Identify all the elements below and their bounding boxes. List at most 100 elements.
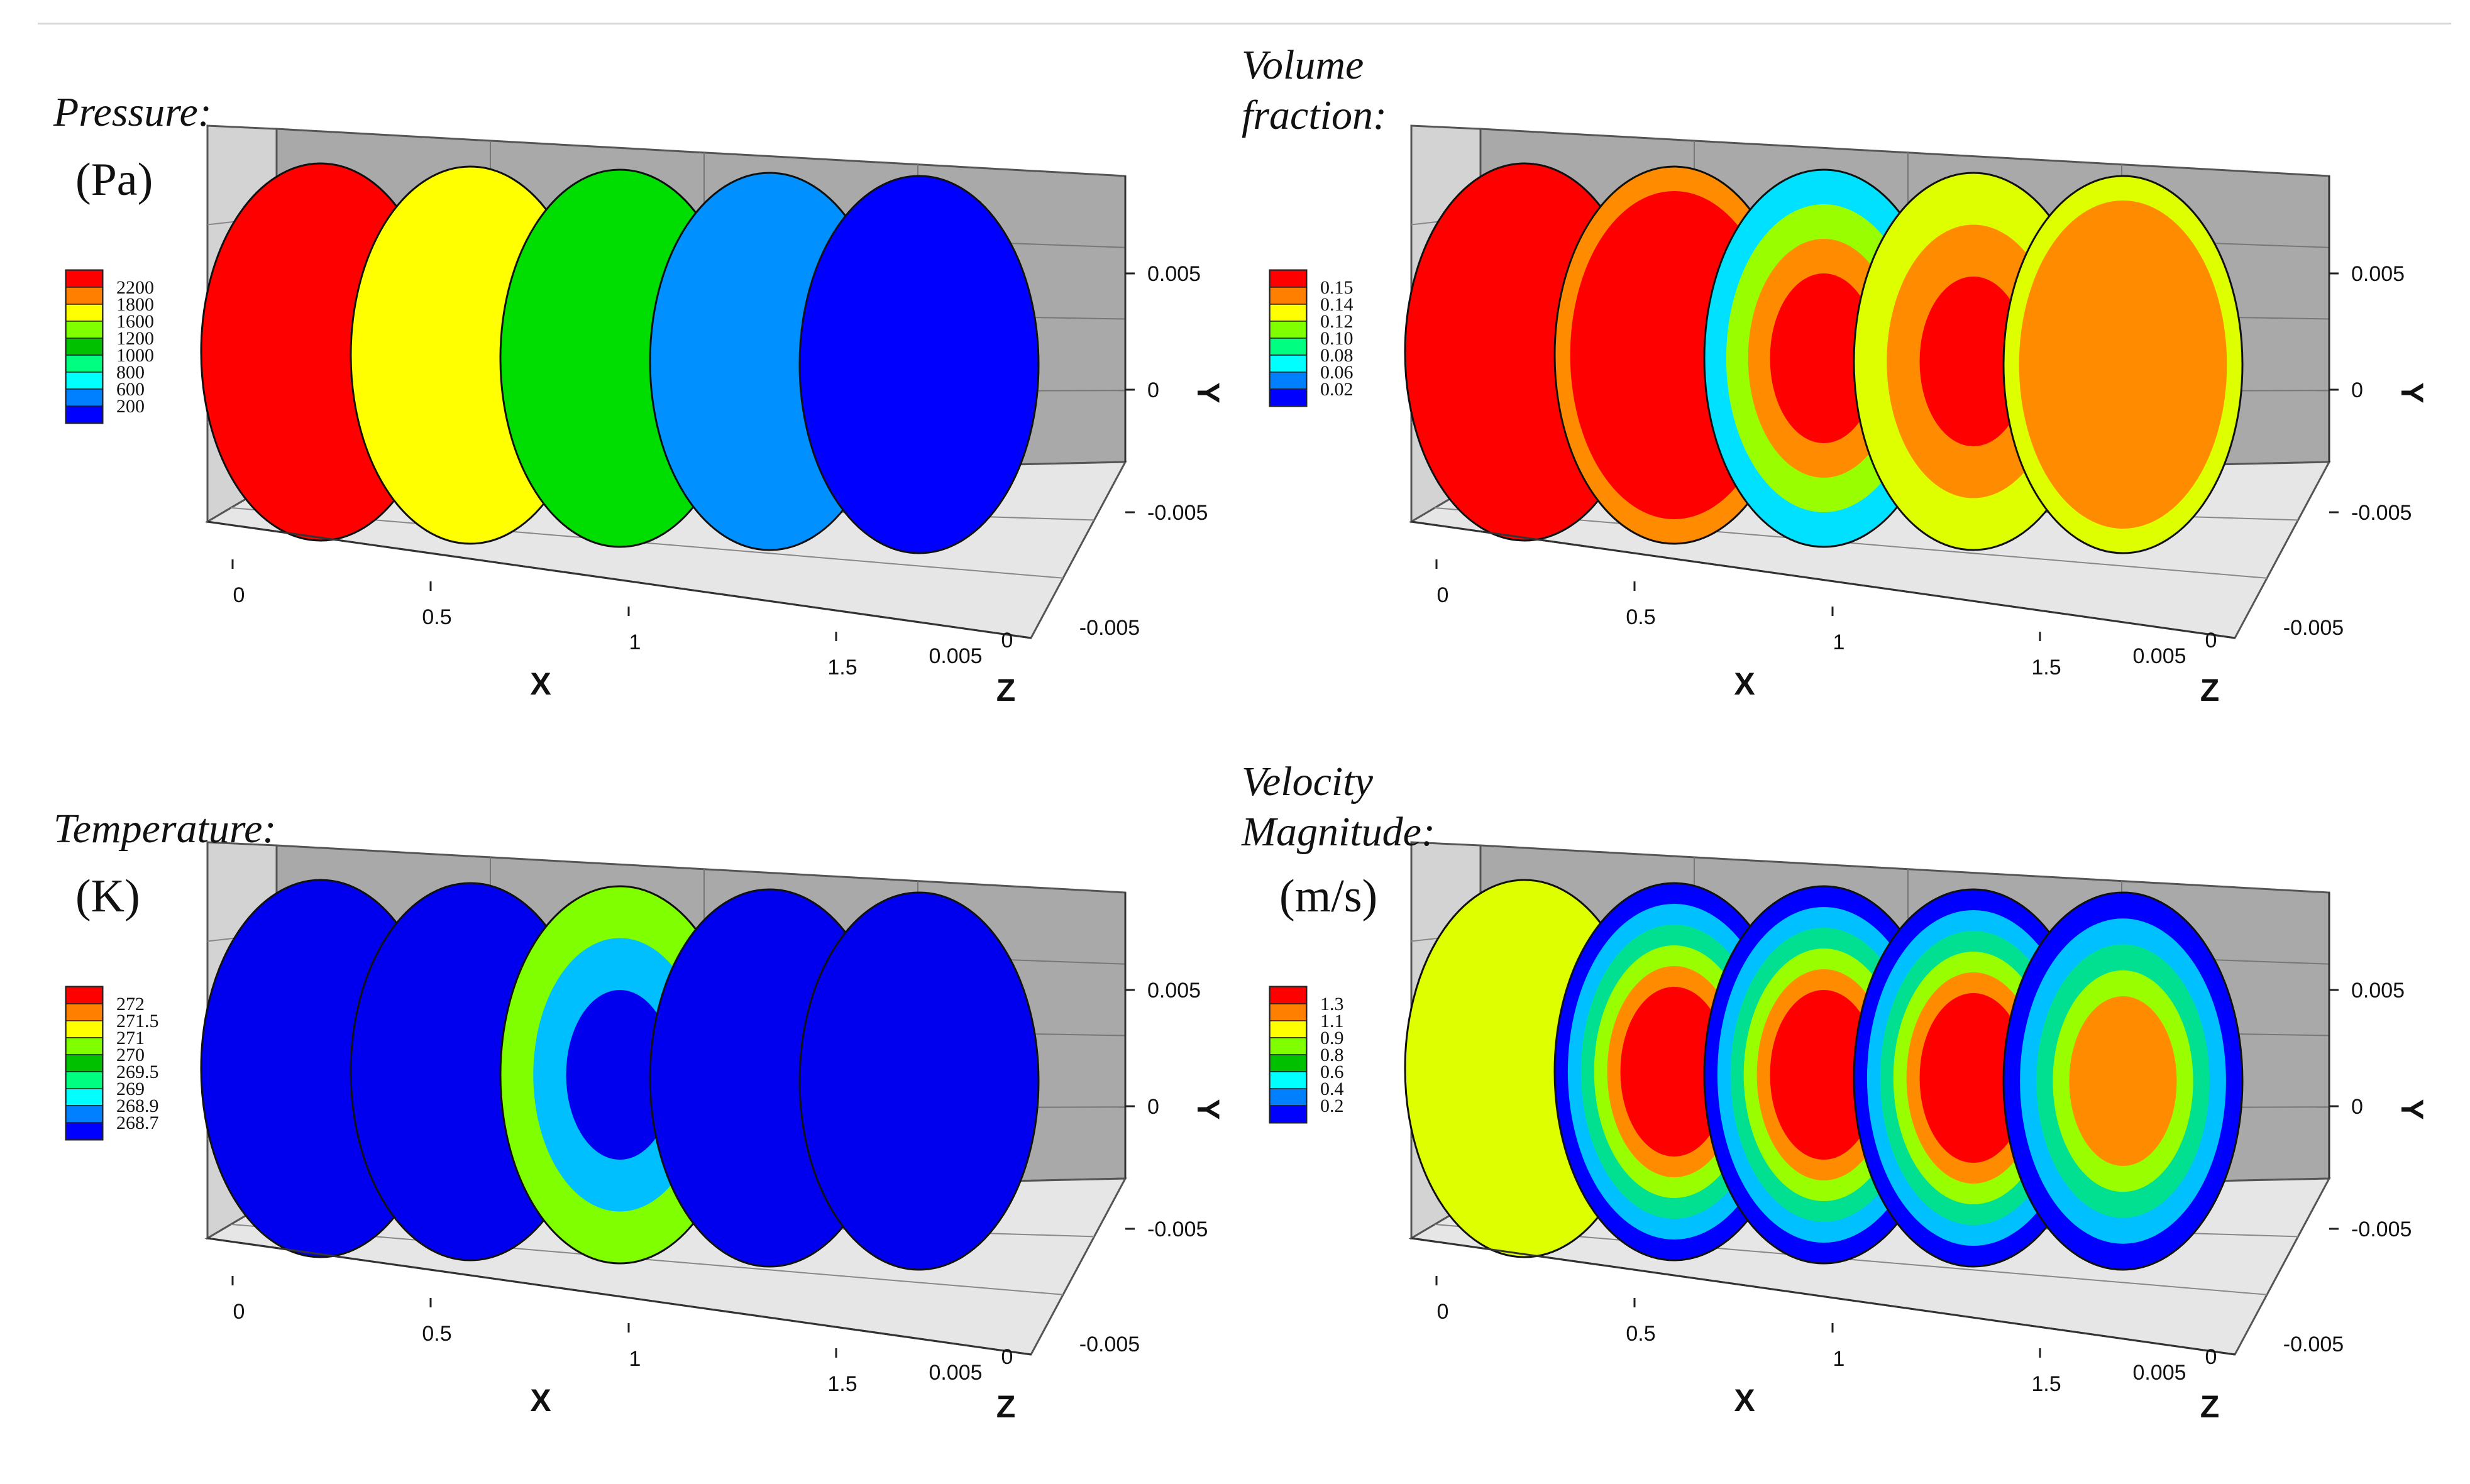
legend: 0.150.140.120.100.080.060.02 [1269,269,1354,407]
z-tick-label: 0 [1001,629,1013,652]
legend-label: 0.08 [1320,345,1354,366]
legend-swatch [65,1037,103,1055]
legend-label: 1.1 [1320,1011,1344,1031]
legend-label: 268.7 [116,1113,159,1133]
legend-swatch [65,1122,103,1140]
contour-band [1919,993,2027,1163]
z-tick-label: 0 [2205,629,2217,652]
contour-band [1770,273,1878,443]
contour-band [1770,990,1878,1160]
legend-swatch [65,1003,103,1021]
x-tick-label: 0 [1437,1300,1449,1324]
x-axis-label: X [1734,1383,1755,1418]
chart-title: fraction: [1242,92,1387,138]
legend-label: 0.10 [1320,328,1354,349]
legend-label: 1.3 [1320,994,1344,1014]
y-tick-label: -0.005 [2351,501,2412,525]
top-rule [38,23,2451,25]
legend-swatch [1269,388,1307,407]
z-axis-label: Z [996,1389,1016,1424]
z-axis-label: Z [996,673,1016,708]
legend-label: 269.5 [116,1062,159,1082]
legend-label: 271.5 [116,1011,159,1031]
legend-swatch [1269,1003,1307,1021]
box-edge [1411,520,2236,639]
legend-swatch [65,405,103,424]
x-tick-label: 1 [1833,1347,1845,1371]
contour-band [1919,277,2027,446]
chart-panel: 0 0.5 1 1.5 X 0.005 0 -0.005 Y 0.005 0 -0.005 Z Press… [53,89,1226,708]
legend-label: 200 [116,396,145,417]
legend-swatch [65,304,103,322]
legend-label: 1800 [116,294,154,315]
legend-swatch [1269,986,1307,1004]
contour-band [2019,201,2227,529]
legend-swatch [65,986,103,1004]
x-tick-label: 0.5 [1626,1322,1655,1346]
chart-title: Velocity [1242,759,1374,805]
legend-swatch [65,270,103,288]
legend-swatch [1269,338,1307,356]
x-tick-label: 1.5 [2031,656,2061,679]
chart-unit: (Pa) [75,154,153,206]
z-tick-label: 0.005 [929,644,982,668]
x-tick-label: 1 [1833,630,1845,654]
x-tick-label: 1.5 [827,656,857,679]
x-tick-label: 0 [1437,583,1449,607]
z-tick-label: -0.005 [1079,1333,1140,1356]
contour-band [798,891,1040,1271]
legend-label: 0.8 [1320,1045,1344,1065]
z-tick-label: 0.005 [2132,644,2186,668]
y-tick-label: 0.005 [1147,262,1201,286]
z-axis-label: Z [2200,1389,2220,1424]
legend-swatch [65,338,103,356]
legend-swatch [1269,1020,1307,1038]
box-edge [207,520,1032,639]
y-tick-label: 0 [1147,378,1159,402]
y-tick-label: -0.005 [2351,1217,2412,1241]
legend-label: 0.15 [1320,277,1354,298]
y-tick-label: 0.005 [2351,979,2405,1003]
y-tick-label: -0.005 [1147,1217,1208,1241]
legend-swatch [1269,371,1307,390]
x-axis-label: X [1734,666,1755,701]
legend-swatch [1269,1071,1307,1089]
x-tick-label: 1.5 [2031,1372,2061,1396]
legend-label: 271 [116,1028,145,1048]
legend-swatch [65,388,103,407]
legend-label: 800 [116,362,145,383]
x-tick-label: 0.5 [1626,605,1655,629]
contour-band [798,175,1040,554]
legend-swatch [1269,1088,1307,1106]
y-tick-label: 0 [2351,1095,2363,1119]
legend-swatch [1269,304,1307,322]
z-tick-label: -0.005 [2283,616,2344,640]
legend-swatch [65,1071,103,1089]
chart-unit: (K) [75,871,140,922]
x-tick-label: 1.5 [827,1372,857,1396]
contour-band [1620,987,1728,1157]
legend-label: 600 [116,379,145,400]
z-tick-label: 0.005 [2132,1361,2186,1385]
y-tick-label: -0.005 [1147,501,1208,525]
x-tick-label: 0 [233,1300,245,1324]
chart-unit: (m/s) [1279,871,1377,922]
x-tick-label: 0.5 [422,605,451,629]
legend-swatch [65,287,103,305]
chart-panel: 0 0.5 1 1.5 X 0.005 0 -0.005 Y 0.005 0 -0.005 Z Tempe… [53,806,1226,1424]
y-axis-label: Y [1191,382,1226,403]
y-tick-label: 0.005 [2351,262,2405,286]
legend-swatch [65,371,103,390]
legend-label: 1000 [116,345,154,366]
z-tick-label: 0 [1001,1345,1013,1369]
z-tick-label: -0.005 [2283,1333,2344,1356]
legend-label: 0.9 [1320,1028,1344,1048]
y-tick-label: 0 [1147,1095,1159,1119]
y-axis-label: Y [2395,1099,2430,1119]
legend-swatch [65,1105,103,1123]
x-tick-label: 1 [629,1347,641,1371]
legend-label: 270 [116,1045,145,1065]
legend-swatch [1269,270,1307,288]
chart-title: Temperature: [53,806,276,852]
